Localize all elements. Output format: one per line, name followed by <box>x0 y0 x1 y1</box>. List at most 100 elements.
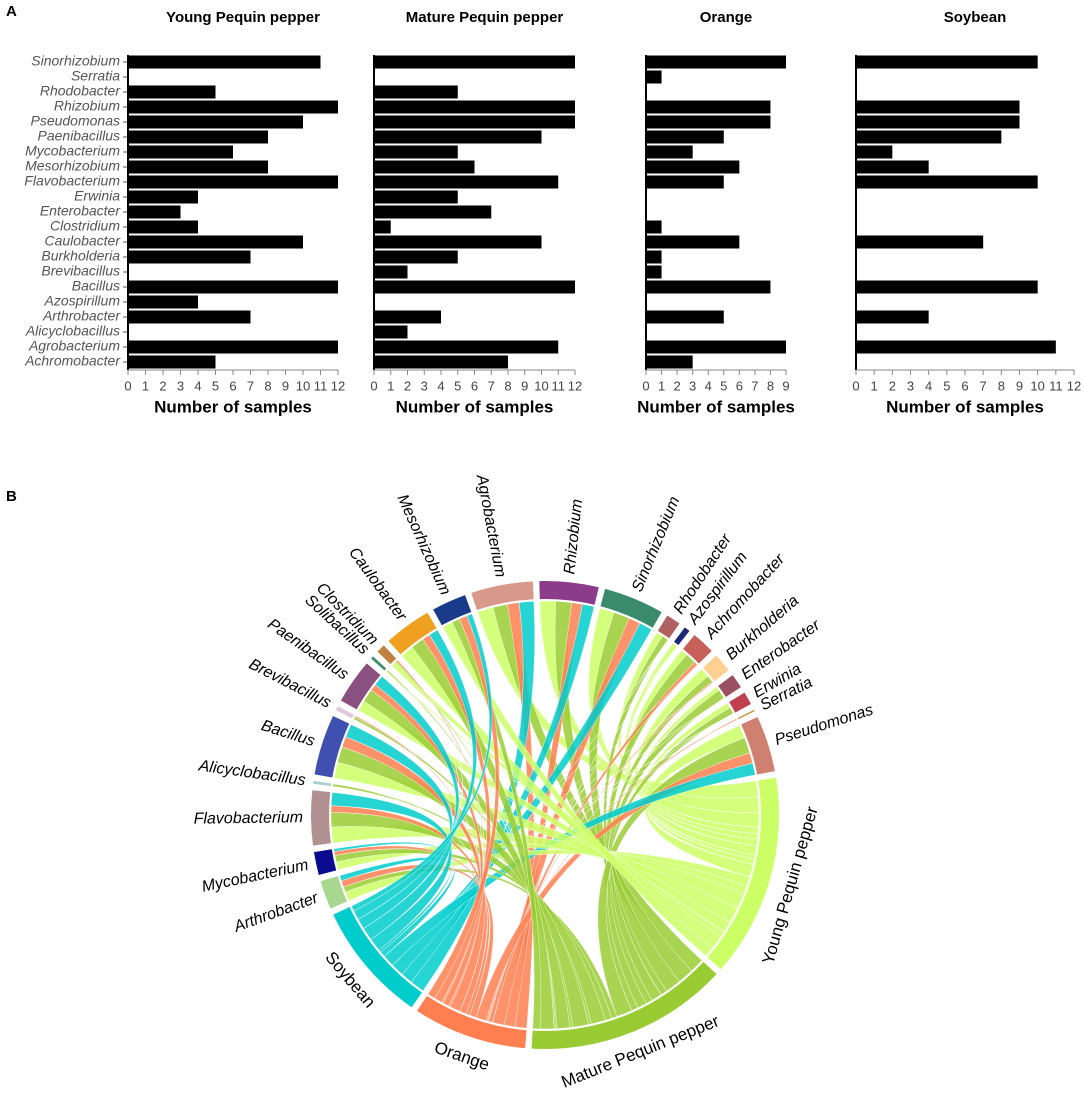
sector <box>313 849 337 875</box>
genus-label: Agrobacterium <box>473 472 509 578</box>
bar <box>646 100 771 114</box>
genus-label: Arthrobacter <box>231 889 321 936</box>
sector <box>433 595 472 626</box>
bar <box>374 340 559 354</box>
category-label: Flavobacterium <box>24 173 120 189</box>
x-tick-label: 6 <box>961 378 968 393</box>
sector <box>388 612 437 655</box>
x-tick-label: 4 <box>925 378 932 393</box>
bar <box>646 130 724 144</box>
host-label: Orange <box>432 1038 492 1074</box>
bar <box>856 55 1038 69</box>
x-tick-label: 1 <box>387 378 394 393</box>
x-tick-label: 4 <box>194 378 201 393</box>
ribbon <box>341 864 494 1018</box>
bar <box>374 190 458 204</box>
panel-label: B <box>6 488 17 505</box>
bar <box>646 115 771 129</box>
x-tick-label: 7 <box>488 378 495 393</box>
bar <box>374 355 508 369</box>
sector <box>683 635 712 664</box>
bar <box>856 145 893 159</box>
x-axis-title: Number of samples <box>396 397 554 416</box>
x-tick-label: 2 <box>889 378 896 393</box>
category-label: Pseudomonas <box>30 113 120 129</box>
ribbon <box>391 661 724 938</box>
ribbon <box>386 669 557 1029</box>
ribbon <box>333 845 490 1016</box>
sector <box>729 692 752 713</box>
sector <box>417 995 527 1049</box>
category-label: Enterobacter <box>40 203 121 219</box>
x-tick-label: 8 <box>998 378 1005 393</box>
x-tick-label: 7 <box>980 378 987 393</box>
x-tick-label: 8 <box>767 378 774 393</box>
bar <box>646 70 662 84</box>
bar <box>374 85 458 99</box>
bar <box>128 220 198 234</box>
x-tick-label: 4 <box>437 378 444 393</box>
bar <box>374 55 575 69</box>
bar <box>374 145 458 159</box>
ribbon <box>343 867 618 1019</box>
x-tick-label: 12 <box>568 378 582 393</box>
ribbon <box>487 681 714 1022</box>
category-label: Brevibacillus <box>41 263 120 279</box>
bar <box>128 175 338 189</box>
bar <box>856 115 1020 129</box>
bar <box>856 280 1038 294</box>
panel-label: A <box>6 3 17 20</box>
ribbon <box>603 635 669 996</box>
ribbon <box>357 676 460 929</box>
x-tick-label: 6 <box>229 378 236 393</box>
x-tick-label: 11 <box>552 378 566 393</box>
bar <box>128 310 251 324</box>
ribbon <box>634 668 757 856</box>
bar <box>856 175 1038 189</box>
ribbon <box>351 613 493 912</box>
category-label: Clostridium <box>50 218 120 234</box>
category-label: Rhodobacter <box>40 83 122 99</box>
sector <box>707 777 779 970</box>
x-tick-label: 0 <box>124 378 131 393</box>
x-tick-label: 9 <box>1016 378 1023 393</box>
bar <box>646 310 724 324</box>
x-tick-label: 10 <box>296 378 310 393</box>
bar <box>856 235 984 249</box>
bar <box>128 100 338 114</box>
x-tick-label: 1 <box>871 378 878 393</box>
ribbon <box>330 805 488 1015</box>
bar <box>374 205 492 219</box>
category-label: Sinorhizobium <box>31 53 120 69</box>
genus-label: Bacillus <box>259 717 317 750</box>
x-tick-label: 5 <box>212 378 219 393</box>
x-axis-title: Number of samples <box>637 397 795 416</box>
bar <box>646 145 693 159</box>
bar <box>646 355 693 369</box>
sector <box>320 876 348 909</box>
category-label: Erwinia <box>74 188 120 204</box>
bar <box>646 235 740 249</box>
genus-label: Rhizobium <box>561 498 586 575</box>
bar <box>128 235 303 249</box>
ribbon <box>605 690 725 1009</box>
x-tick-label: 6 <box>736 378 743 393</box>
bar <box>374 115 575 129</box>
bar <box>374 160 475 174</box>
x-tick-label: 3 <box>907 378 914 393</box>
x-tick-label: 9 <box>282 378 289 393</box>
bar <box>646 280 771 294</box>
x-tick-label: 5 <box>943 378 950 393</box>
bar <box>646 250 662 264</box>
sector <box>600 588 662 628</box>
x-tick-label: 8 <box>504 378 511 393</box>
ribbon <box>330 792 452 951</box>
category-label: Rhizobium <box>54 98 120 114</box>
category-label: Caulobacter <box>45 233 122 249</box>
x-tick-label: 1 <box>658 378 665 393</box>
sector <box>335 706 354 719</box>
x-tick-label: 10 <box>534 378 548 393</box>
facet-title: Young Pequin pepper <box>166 9 320 26</box>
sector <box>471 581 534 611</box>
